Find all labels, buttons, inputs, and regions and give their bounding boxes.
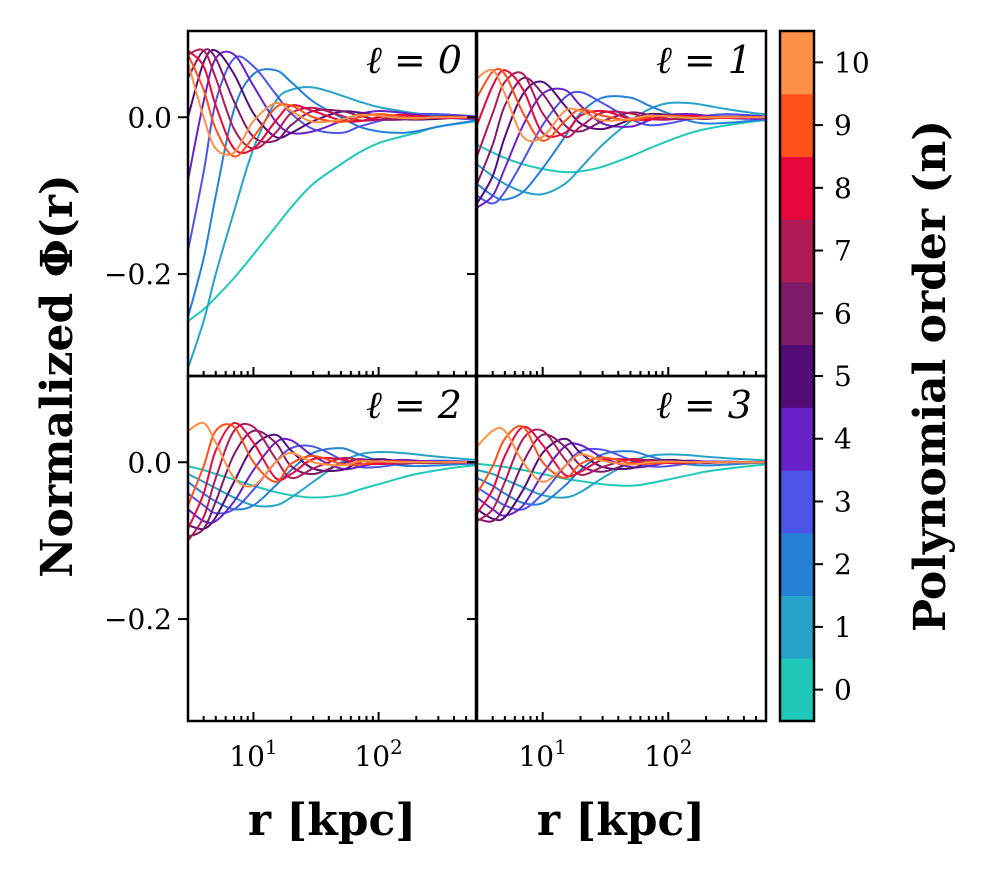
x-tick-label: 102	[644, 735, 692, 773]
colorbar-tick-label: 5	[834, 360, 852, 393]
series-line-l1-n10	[477, 68, 766, 143]
series-line-l3-n4	[477, 442, 766, 517]
x-tick-label: 101	[518, 735, 566, 773]
colorbar-tick-label: 7	[834, 235, 852, 268]
colorbar-segment-4	[780, 407, 814, 471]
series-line-l2-n7	[188, 422, 476, 542]
colorbar-tick-label: 9	[834, 109, 852, 142]
y-tick-label: −0.2	[104, 258, 172, 291]
colorbar: 0 1 2 3 4 5 6 7 8 9 10	[778, 29, 870, 723]
colorbar-segment-1	[780, 595, 814, 659]
colorbar-segment-7	[780, 219, 814, 283]
x-tick-label: 101	[229, 735, 277, 773]
y-tick-label: −0.2	[104, 603, 172, 636]
panel-0: ℓ = 0 0.0 −0.2	[104, 29, 478, 378]
colorbar-title: Polynomial order (n)	[905, 120, 956, 632]
colorbar-tick-label: 2	[834, 548, 852, 581]
colorbar-segment-8	[780, 156, 814, 220]
colorbar-segment-9	[780, 93, 814, 157]
panel-2: ℓ = 2 0.0 −0.2 101 102	[104, 374, 478, 773]
series-line-l1-n2	[477, 95, 766, 201]
panel-label-2: ℓ = 2	[366, 383, 462, 427]
series-line-l0-n3	[188, 55, 476, 251]
colorbar-segment-3	[780, 470, 814, 534]
series-line-l3-n0	[477, 462, 766, 487]
colorbar-segment-0	[780, 658, 814, 722]
series-line-l2-n2	[188, 447, 476, 511]
panel-frame-2	[186, 374, 478, 723]
panel-frame-1	[475, 29, 768, 378]
series-line-l3-n2	[477, 450, 766, 506]
series-line-l2-n8	[188, 422, 476, 530]
series-line-l1-n0	[477, 119, 766, 174]
colorbar-tick-label: 3	[834, 485, 852, 518]
series-line-l0-n7	[188, 48, 476, 150]
x-tick-label: 102	[354, 735, 402, 773]
y-tick-label: 0.0	[127, 101, 172, 134]
panel-frame-3	[475, 374, 768, 723]
panel-label-0: ℓ = 0	[366, 38, 462, 82]
colorbar-tick-label: 1	[834, 611, 852, 644]
panel-1: ℓ = 1	[467, 29, 768, 378]
series-line-l0-n10	[188, 62, 476, 156]
series-line-l2-n6	[188, 429, 476, 538]
colorbar-tick-label: 8	[834, 172, 852, 205]
series-line-l1-n1	[477, 101, 766, 196]
colorbar-tick-label: 4	[834, 423, 852, 456]
series-line-l1-n5	[477, 80, 766, 205]
colorbar-segment-10	[780, 31, 814, 95]
x-axis-title-right: r [kpc]	[537, 795, 705, 846]
colorbar-segment-5	[780, 344, 814, 408]
series-line-l3-n10	[477, 426, 766, 483]
panel-frame-0	[186, 29, 478, 378]
panel-label-3: ℓ = 3	[656, 383, 752, 427]
series-line-l2-n10	[188, 421, 476, 488]
series-line-l0-n1	[188, 86, 476, 369]
colorbar-segment-2	[780, 532, 814, 597]
colorbar-tick-label: 10	[834, 46, 870, 79]
colorbar-tick-label: 6	[834, 297, 852, 330]
series-line-l0-n2	[188, 68, 476, 318]
y-tick-label: 0.0	[127, 446, 172, 479]
y-axis-title: Normalized Φ(r)	[32, 174, 83, 577]
colorbar-tick-label: 0	[834, 674, 852, 707]
panel-label-1: ℓ = 1	[656, 38, 752, 82]
colorbar-segment-6	[780, 281, 814, 346]
panel-3: ℓ = 3 101 102	[467, 374, 768, 773]
x-axis-title-left: r [kpc]	[248, 795, 416, 846]
